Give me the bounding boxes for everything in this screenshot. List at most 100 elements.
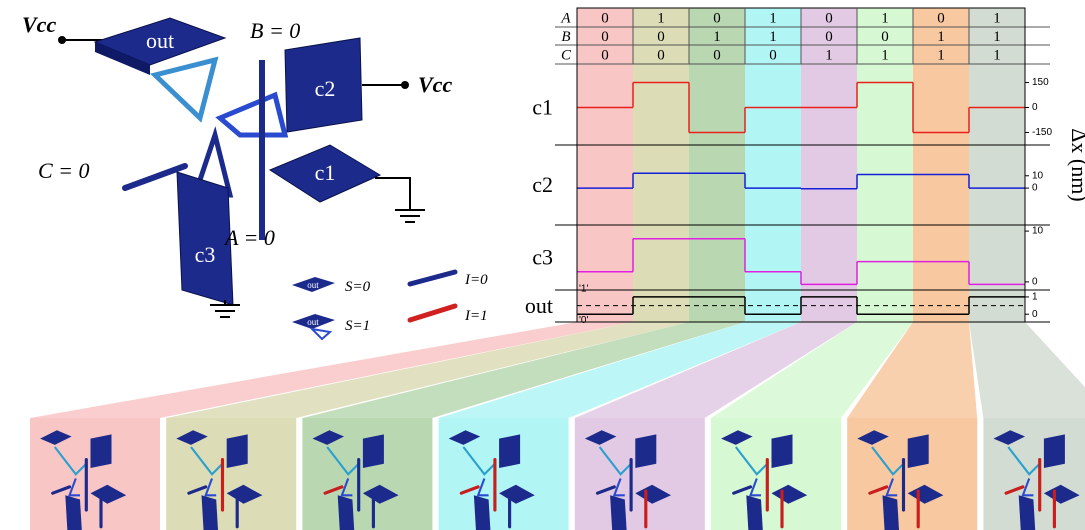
thumb-rod	[595, 485, 616, 495]
thumb-rod	[1004, 485, 1025, 495]
thumb-rod	[459, 485, 480, 495]
cell: 1	[769, 11, 777, 27]
cell: 0	[601, 29, 609, 45]
cell: 1	[881, 48, 889, 64]
column-band	[801, 8, 857, 322]
funnels	[30, 322, 1085, 418]
thumb-plate	[635, 434, 657, 468]
thumb-plate	[448, 430, 481, 445]
tick-label: 150	[1032, 77, 1049, 88]
cell: 1	[993, 48, 1001, 64]
thumb-plate	[201, 495, 218, 530]
cell: 1	[825, 48, 833, 64]
cell: 1	[937, 48, 945, 64]
thumb-plate	[907, 434, 929, 468]
thumbnail	[40, 430, 127, 530]
thumb-plate	[1043, 484, 1080, 504]
thumb-plate	[635, 484, 671, 504]
cell: 0	[769, 48, 777, 64]
funnel	[711, 322, 913, 418]
cell: 0	[825, 29, 833, 45]
thumb-beam	[871, 446, 905, 476]
row-label: C	[561, 48, 572, 64]
thumb-rod	[732, 485, 753, 495]
thumb-plate	[40, 430, 72, 445]
cell: 0	[713, 48, 721, 64]
thumb-rod	[868, 485, 889, 495]
cell: 1	[937, 29, 945, 45]
thumb-plate	[721, 430, 753, 445]
funnel	[847, 322, 978, 418]
thumb-plate	[499, 484, 535, 504]
legend-rod	[407, 269, 458, 287]
thumb-beam	[340, 478, 353, 497]
cell: 1	[657, 11, 665, 27]
tick-label: 0	[1032, 277, 1038, 288]
legend-rod	[407, 303, 458, 323]
thumb-plate	[176, 430, 208, 445]
cell: 0	[713, 11, 721, 27]
thumb-plate	[907, 484, 944, 504]
thumb-beam	[612, 478, 625, 497]
thumbnail	[993, 430, 1080, 530]
column-band	[633, 8, 689, 322]
wire	[375, 177, 411, 210]
funnel	[438, 322, 801, 418]
funnel	[574, 322, 857, 418]
column-band	[969, 8, 1025, 322]
thumb-rod	[187, 485, 208, 495]
thumb-rod	[323, 485, 344, 495]
tick-label: 0	[1032, 102, 1038, 113]
legend-switch	[292, 277, 335, 292]
row-label: out	[525, 293, 553, 318]
row-label: A	[560, 11, 571, 27]
thumb-plate	[90, 484, 127, 504]
tick-label: -150	[1032, 127, 1052, 138]
beam	[215, 91, 289, 138]
tick-label: 10	[1032, 170, 1044, 181]
axis-title: Δx (nm)	[1067, 128, 1085, 201]
terminal	[401, 81, 409, 89]
beam	[149, 56, 219, 123]
thumb-plate	[90, 434, 112, 468]
legend-beam	[309, 327, 333, 341]
thumb-beam	[1021, 478, 1034, 497]
thumb-plate	[362, 484, 399, 504]
thumb-beam	[326, 446, 360, 476]
thumb-plate	[65, 495, 82, 530]
cell: 0	[657, 29, 665, 45]
rod-c	[122, 163, 188, 191]
row-label: B	[561, 29, 570, 45]
thumb-plate	[610, 495, 627, 530]
terminal	[58, 36, 66, 44]
thumb-plate	[882, 495, 899, 530]
thumb-beam	[748, 478, 761, 497]
row-label: c2	[532, 172, 553, 197]
tick-label: 0	[1032, 183, 1038, 194]
out-label: out	[146, 28, 174, 53]
thumbnail	[448, 430, 535, 530]
thumb-beam	[476, 478, 489, 497]
thumb-beam	[734, 446, 769, 476]
thumbnail	[721, 430, 808, 530]
thumb-plate	[226, 484, 263, 504]
tick-label: 0	[1032, 309, 1038, 320]
thumb-beam	[204, 478, 217, 497]
thumb-plate	[1043, 434, 1065, 468]
thumb-plate	[337, 495, 355, 530]
legend-i0: I=0	[464, 272, 488, 288]
c3-label: c3	[195, 242, 216, 267]
thumb-rod	[51, 485, 72, 495]
ground	[210, 304, 240, 318]
cell: 1	[769, 29, 777, 45]
c-label: C = 0	[38, 158, 90, 183]
thumbnails	[30, 418, 1085, 530]
thumb-beam	[598, 446, 632, 476]
thumb-plate	[771, 484, 808, 504]
legend: out S=0 out S=1 I=0 I=1	[292, 269, 488, 341]
cell: 0	[601, 11, 609, 27]
column-band	[689, 8, 745, 322]
cell: 0	[657, 48, 665, 64]
